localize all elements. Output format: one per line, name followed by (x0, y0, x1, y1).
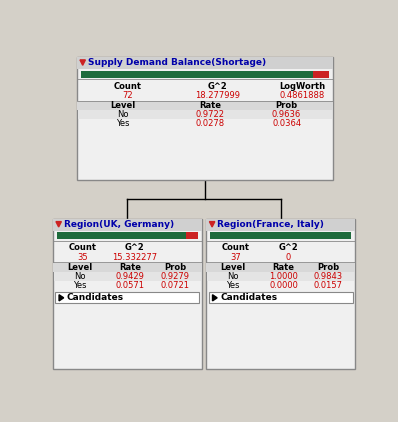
Polygon shape (56, 222, 61, 227)
Text: No: No (117, 110, 129, 119)
Text: Rate: Rate (199, 101, 221, 110)
Text: Yes: Yes (116, 119, 130, 128)
Bar (77, 57, 333, 69)
Bar (313, 70, 329, 78)
Bar (77, 101, 333, 110)
Text: 72: 72 (123, 91, 133, 100)
Text: 15.332277: 15.332277 (112, 252, 157, 262)
Bar (53, 219, 202, 231)
Text: 0.9636: 0.9636 (272, 110, 301, 119)
Text: Prob: Prob (164, 263, 186, 272)
Text: Prob: Prob (317, 263, 339, 272)
Text: Supply Demand Balance(Shortage): Supply Demand Balance(Shortage) (88, 59, 266, 68)
Bar (55, 292, 199, 303)
Text: 0.0157: 0.0157 (314, 281, 343, 290)
Text: G^2: G^2 (208, 81, 227, 91)
Text: 35: 35 (77, 252, 88, 262)
Text: 0: 0 (285, 252, 291, 262)
Text: 0.9429: 0.9429 (116, 272, 144, 281)
Polygon shape (213, 295, 217, 301)
Text: 0.9722: 0.9722 (195, 110, 224, 119)
Text: Candidates: Candidates (67, 293, 124, 302)
Polygon shape (80, 60, 86, 65)
Bar (209, 292, 353, 303)
Bar (53, 263, 202, 272)
Text: Region(UK, Germany): Region(UK, Germany) (64, 220, 174, 229)
Bar (54, 272, 201, 281)
Text: 0.0000: 0.0000 (269, 281, 298, 290)
Bar (186, 233, 198, 239)
Bar (57, 233, 186, 239)
Bar (206, 263, 355, 272)
Text: G^2: G^2 (278, 243, 298, 252)
Text: 18.277999: 18.277999 (195, 91, 240, 100)
Text: Region(France, Italy): Region(France, Italy) (217, 220, 324, 229)
Text: LogWorth: LogWorth (279, 81, 325, 91)
Bar (206, 219, 355, 231)
Text: Rate: Rate (273, 263, 295, 272)
Text: 0.0278: 0.0278 (195, 119, 224, 128)
Bar (210, 233, 351, 239)
Text: 0.9843: 0.9843 (314, 272, 343, 281)
Text: 0.4861888: 0.4861888 (279, 91, 324, 100)
Bar (78, 110, 332, 119)
Text: 0.0571: 0.0571 (116, 281, 145, 290)
Text: Prob: Prob (275, 101, 298, 110)
Text: 1.0000: 1.0000 (269, 272, 298, 281)
Bar (77, 57, 333, 180)
Text: Rate: Rate (119, 263, 141, 272)
Text: Level: Level (67, 263, 92, 272)
Text: G^2: G^2 (125, 243, 144, 252)
Text: Yes: Yes (226, 281, 240, 290)
Text: Level: Level (110, 101, 136, 110)
Bar (206, 219, 355, 369)
Bar (207, 272, 354, 281)
Text: Level: Level (220, 263, 246, 272)
Text: No: No (74, 272, 86, 281)
Text: Yes: Yes (73, 281, 86, 290)
Text: Count: Count (222, 243, 250, 252)
Text: 0.9279: 0.9279 (160, 272, 189, 281)
Text: 0.0721: 0.0721 (160, 281, 189, 290)
Bar (81, 70, 313, 78)
Text: Candidates: Candidates (220, 293, 277, 302)
Text: Count: Count (114, 81, 142, 91)
Text: No: No (227, 272, 239, 281)
Polygon shape (209, 222, 215, 227)
Polygon shape (59, 295, 64, 301)
Bar (53, 219, 202, 369)
Text: 37: 37 (231, 252, 242, 262)
Text: 0.0364: 0.0364 (272, 119, 301, 128)
Text: Count: Count (68, 243, 97, 252)
